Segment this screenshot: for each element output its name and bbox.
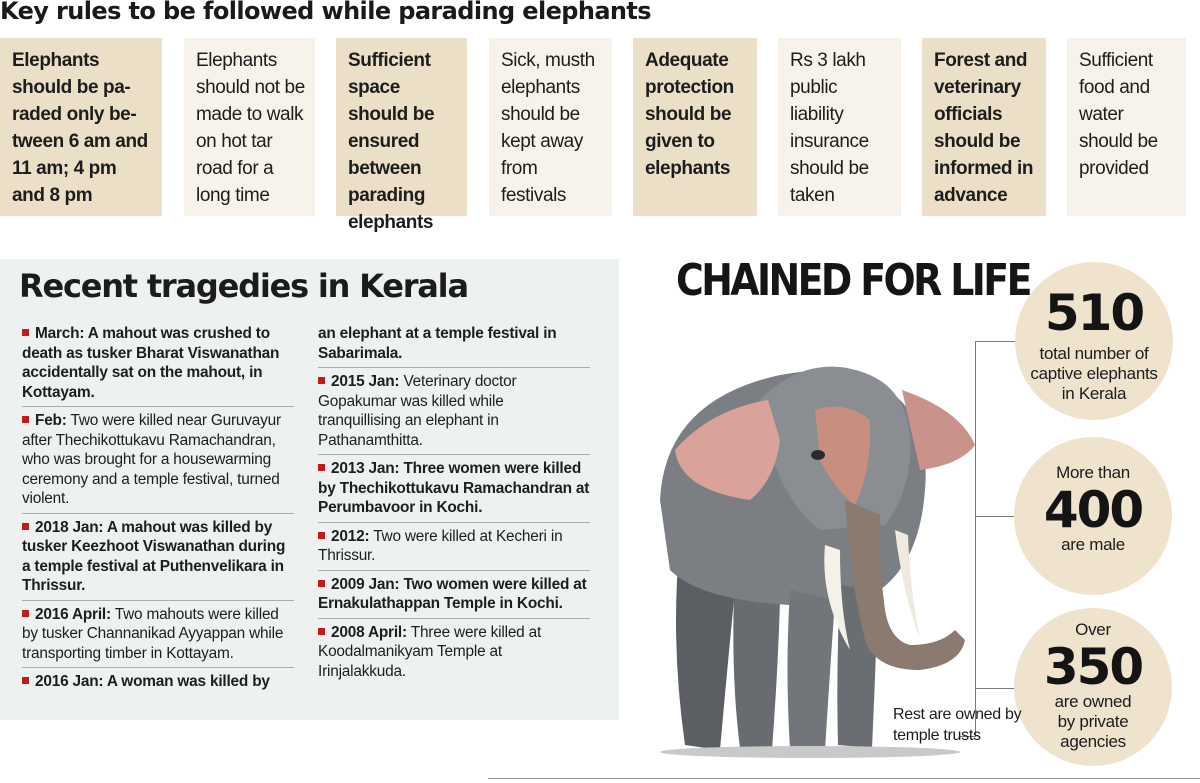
tragedy-entry-continued: an elephant at a temple festival in Saba… (318, 324, 590, 368)
rule-card: Forest and veterinary officials should b… (922, 38, 1046, 216)
tragedy-date: 2008 April: (331, 623, 407, 641)
stat-prefix: More than (1056, 463, 1130, 482)
headline: Key rules to be followed while parading … (0, 0, 652, 25)
tragedy-date: 2013 Jan: (331, 460, 400, 477)
tragedy-date: March: (35, 325, 85, 342)
tragedy-entry: 2013 Jan: Three women were killed by The… (318, 459, 590, 523)
bullet-icon (318, 579, 325, 587)
tragedy-text: an elephant at a temple festival in Saba… (318, 325, 557, 362)
tragedy-entry: Feb: Two were killed near Guruvayur afte… (22, 411, 294, 514)
stat-total-captive: 510 total number of captive elephants in… (1015, 262, 1173, 420)
stat-number: 400 (1043, 481, 1144, 539)
bullet-icon (22, 522, 29, 530)
tragedy-text: Two were killed at Kecheri in Thrissur. (318, 527, 563, 565)
bracket-tick (975, 688, 1015, 689)
rule-card: Rs 3 lakh public liability insurance sho… (778, 38, 901, 216)
tragedy-text: A mahout was killed by tusker Keezhoot V… (22, 518, 286, 595)
tragedy-text: Veterinary doctor Gopakumar was killed w… (318, 373, 517, 449)
tragedies-column-right: an elephant at a temple festival in Saba… (318, 324, 590, 689)
bracket-line (975, 341, 976, 736)
bullet-icon (22, 609, 29, 617)
tragedy-date: 2015 Jan: (331, 373, 400, 390)
bullet-icon (22, 677, 29, 684)
tragedy-date: 2018 Jan: (35, 518, 104, 536)
tragedy-entry: 2012: Two were killed at Kecheri in Thri… (318, 527, 590, 571)
bullet-icon (22, 329, 29, 336)
tragedy-text: Two mahouts were killed by tusker Channa… (22, 605, 284, 662)
rule-card: Elephants should be pa-raded only be-twe… (0, 38, 162, 216)
tragedy-date: 2009 Jan: (331, 575, 400, 593)
tragedy-text: A mahout was crushed to death as tusker … (22, 325, 280, 401)
stat-prefix: Over (1075, 620, 1111, 639)
stat-caption: total number of captive elephants in Ker… (1030, 344, 1158, 403)
bullet-icon (318, 627, 325, 635)
rule-card: Sufficient food and water should be prov… (1067, 38, 1186, 216)
bullet-icon (318, 464, 325, 471)
bullet-icon (22, 416, 29, 423)
tragedy-text: Two were killed near Guruvayur after The… (22, 412, 281, 507)
stat-caption: are owned by private agencies (1054, 692, 1132, 751)
elephant-image (660, 366, 975, 758)
tragedy-entry: 2009 Jan: Two women were killed at Ernak… (318, 575, 590, 619)
tragedy-text: Three women were killed by Thechikottuka… (318, 460, 590, 516)
rule-card: Elephants should not be made to walk on … (184, 38, 315, 216)
chained-title: CHAINED FOR LIFE (676, 255, 1032, 306)
tragedies-title: Recent tragedies in Kerala (19, 267, 469, 305)
tragedy-date: Feb: (35, 412, 67, 429)
stat-male: More than 400 are male (1014, 437, 1172, 595)
tragedy-entry: 2008 April: Three were killed at Koodalm… (318, 623, 590, 686)
tragedies-column-left: March: A mahout was crushed to death as … (22, 324, 294, 700)
stat-caption: are male (1061, 535, 1125, 554)
bullet-icon (318, 531, 325, 539)
tragedy-entry: 2018 Jan: A mahout was killed by tusker … (22, 518, 294, 601)
bullet-icon (318, 377, 325, 384)
tragedy-entry: March: A mahout was crushed to death as … (22, 324, 294, 407)
tragedy-entry: 2016 April: Two mahouts were killed by t… (22, 605, 294, 668)
bracket-tick (960, 736, 976, 737)
tragedy-entry: 2015 Jan: Veterinary doctor Gopakumar wa… (318, 372, 590, 455)
stat-private: Over 350 are owned by private agencies (1014, 608, 1172, 766)
bracket-tick (975, 516, 1015, 517)
tragedy-text: Two women were killed at Ernakulathappan… (318, 575, 587, 613)
tragedy-entry: 2016 Jan: A woman was killed by (22, 672, 294, 696)
divider (488, 778, 1200, 779)
tragedies-panel: Recent tragedies in Kerala March: A maho… (0, 259, 619, 720)
rest-note: Rest are owned by temple trusts (893, 706, 1022, 744)
rules-row: Elephants should be pa-raded only be-twe… (0, 38, 1186, 233)
tragedy-date: 2012: (331, 527, 370, 545)
tragedy-date: 2016 April: (35, 605, 111, 623)
tragedy-text: Three were killed at Koodalmanikyam Temp… (318, 623, 542, 680)
stat-number: 350 (1043, 638, 1144, 696)
tragedy-date: 2016 Jan: (35, 673, 104, 690)
rule-card: Sufficient space should be ensured betwe… (336, 38, 467, 233)
tragedy-text: A woman was killed by (106, 673, 270, 690)
rule-card: Adequate protection should be given to e… (633, 38, 757, 216)
stat-number: 510 (1044, 284, 1145, 342)
bracket-tick (975, 341, 1015, 342)
rule-card: Sick, musth elephants should be kept awa… (489, 38, 612, 216)
